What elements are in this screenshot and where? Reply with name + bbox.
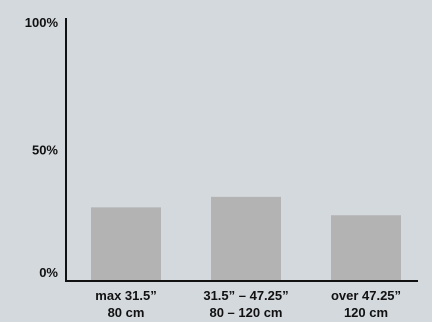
y-tick-label: 50%	[32, 143, 58, 158]
x-category-label: 31.5” – 47.25”	[203, 288, 288, 303]
bar	[91, 207, 161, 281]
y-axis-ticks: 0% 50% 100%	[25, 15, 59, 280]
x-category-label: 120 cm	[344, 305, 388, 320]
x-category-label: 80 – 120 cm	[209, 305, 282, 320]
x-category-label: max 31.5”	[95, 288, 156, 303]
bar	[331, 215, 401, 281]
x-category-label: over 47.25”	[331, 288, 401, 303]
bar	[211, 196, 281, 281]
x-axis-category-labels: max 31.5” 80 cm 31.5” – 47.25” 80 – 120 cm o…	[95, 288, 401, 320]
y-tick-label: 100%	[25, 15, 59, 30]
bars	[91, 196, 401, 281]
x-category-label: 80 cm	[108, 305, 145, 320]
y-tick-label: 0%	[39, 265, 58, 280]
